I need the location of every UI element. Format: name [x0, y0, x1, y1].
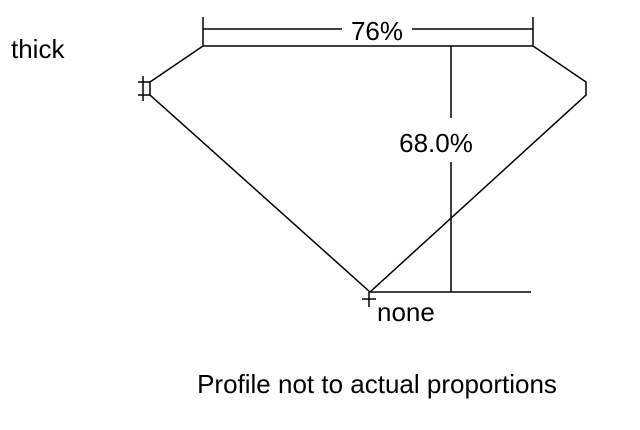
proportions-note: Profile not to actual proportions [197, 369, 557, 399]
culet-label: none [377, 297, 435, 327]
table-label: 76% [351, 16, 403, 46]
gem-outline [149, 45, 587, 294]
girdle-label: thick [11, 34, 65, 64]
depth-label: 68.0% [399, 128, 473, 158]
